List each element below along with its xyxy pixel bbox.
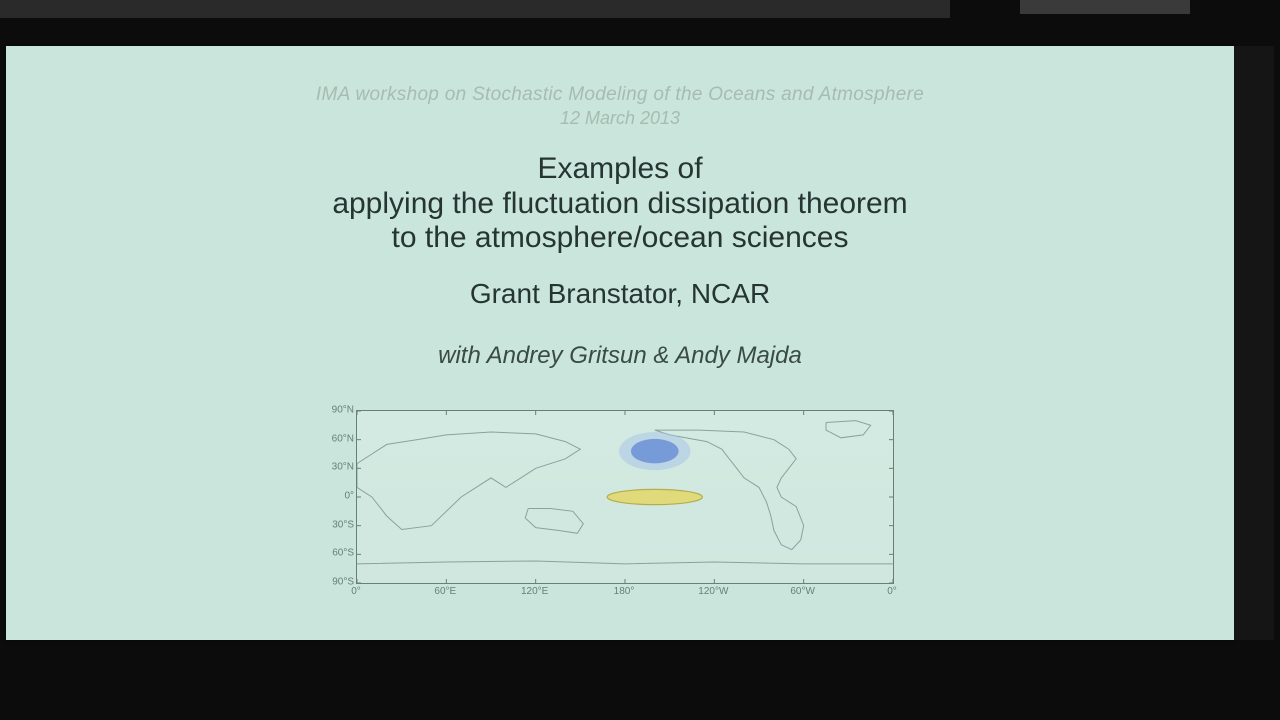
xtick-label: 180°	[614, 586, 635, 597]
ytick-label: 90°N	[332, 405, 354, 416]
author-line: Grant Branstator, NCAR	[6, 278, 1234, 310]
ytick-label: 0°	[344, 491, 354, 502]
xtick-label: 60°W	[790, 586, 815, 597]
xtick-label: 120°E	[521, 586, 548, 597]
title-line-2: applying the fluctuation dissipation the…	[6, 187, 1234, 222]
ytick-label: 30°S	[332, 519, 354, 530]
map-svg	[357, 411, 893, 583]
map-axes	[356, 410, 894, 584]
title-line-1: Examples of	[6, 152, 1234, 187]
talk-title: Examples of applying the fluctuation dis…	[6, 152, 1234, 256]
xtick-label: 0°	[887, 586, 897, 597]
ytick-label: 30°N	[332, 462, 354, 473]
xtick-label: 120°W	[698, 586, 728, 597]
top-caption-strip	[1020, 0, 1190, 14]
right-dark-strip	[1234, 46, 1274, 640]
ytick-label: 60°N	[332, 433, 354, 444]
workshop-date: 12 March 2013	[6, 108, 1234, 129]
ytick-label: 60°S	[332, 548, 354, 559]
top-letterbox	[0, 0, 950, 18]
coauthors-line: with Andrey Gritsun & Andy Majda	[6, 342, 1234, 370]
workshop-header: IMA workshop on Stochastic Modeling of t…	[6, 84, 1234, 106]
xtick-label: 60°E	[434, 586, 456, 597]
title-line-3: to the atmosphere/ocean sciences	[6, 221, 1234, 256]
xtick-label: 0°	[351, 586, 361, 597]
world-map-figure: 90°N60°N30°N0°30°S60°S90°S 0°60°E120°E18…	[306, 410, 896, 608]
projection-slide: IMA workshop on Stochastic Modeling of t…	[6, 46, 1234, 640]
video-frame: IMA workshop on Stochastic Modeling of t…	[0, 0, 1280, 720]
